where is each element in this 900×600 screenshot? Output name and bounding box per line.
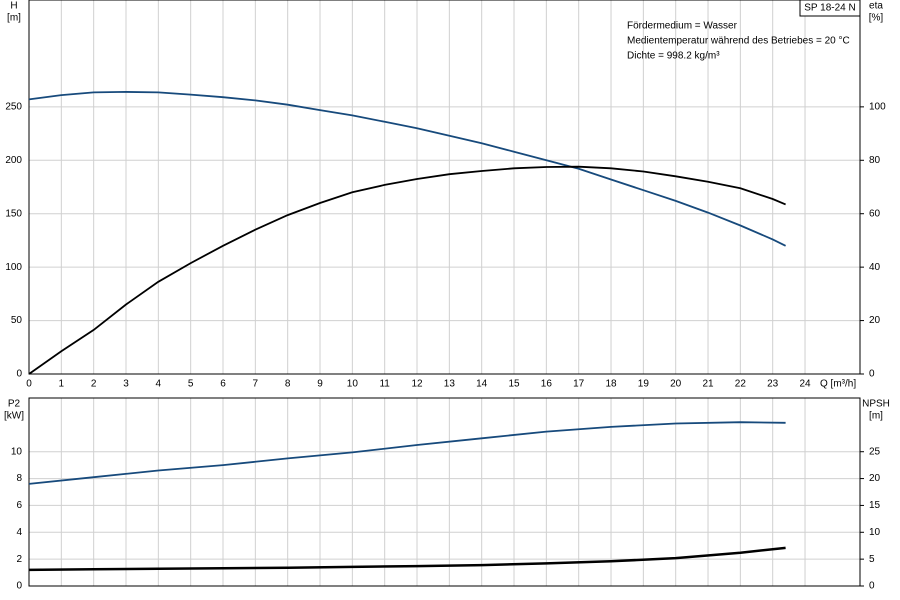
y2-tick-label: 80 [869,155,881,166]
y-axis-label: H [10,1,17,12]
curve [28,546,786,572]
y2-tick-label: 20 [869,315,881,326]
y2-axis-unit: [m] [869,411,883,422]
x-tick-label: 17 [573,379,585,390]
x-tick-label: 0 [26,379,32,390]
x-tick-label: 19 [638,379,650,390]
y-tick-label: 4 [16,527,22,538]
y2-tick-label: 20 [869,473,881,484]
y2-tick-label: 15 [869,500,881,511]
x-tick-label: 21 [702,379,714,390]
x-tick-label: 22 [735,379,747,390]
label-box-text: SP 18-24 N [804,3,856,14]
curve [28,90,786,247]
x-tick-label: 24 [799,379,811,390]
y-axis-unit: [m] [7,13,21,24]
x-tick-label: 4 [156,379,162,390]
label-box [799,0,861,17]
y-tick-label: 250 [5,101,22,112]
annotation: Medientemperatur während des Betriebes =… [627,36,850,47]
x-tick-label: 18 [605,379,617,390]
y-tick-label: 50 [11,315,23,326]
y2-tick-label: 25 [869,446,881,457]
x-tick-label: 2 [91,379,97,390]
x-tick-label: 11 [379,379,390,390]
x-tick-label: 7 [253,379,259,390]
y2-axis-label: eta [869,1,883,12]
y-tick-label: 6 [16,500,22,511]
x-tick-label: 6 [220,379,226,390]
x-tick-label: 23 [767,379,779,390]
x-tick-label: 1 [59,379,65,390]
y-tick-label: 0 [16,581,22,592]
annotation: Fördermedium = Wasser [627,21,738,32]
y-tick-label: 0 [16,369,22,380]
y2-tick-label: 40 [869,262,881,273]
x-tick-label: 3 [123,379,129,390]
y-tick-label: 100 [5,262,22,273]
x-tick-label: 20 [670,379,682,390]
x-tick-label: 16 [541,379,553,390]
y2-tick-label: 0 [869,581,875,592]
x-tick-label: 14 [476,379,488,390]
y2-tick-label: 5 [869,554,875,565]
curve [28,421,786,485]
y-axis-unit: [kW] [4,411,24,422]
y2-axis-unit: [%] [869,13,884,24]
y-tick-label: 150 [5,208,22,219]
x-tick-label: 8 [285,379,291,390]
plot-frame [28,397,861,587]
y-tick-label: 200 [5,155,22,166]
y2-tick-label: 100 [869,101,886,112]
x-tick-label: 15 [508,379,520,390]
x-axis-label: Q [m³/h] [820,379,856,390]
y-tick-label: 2 [16,554,22,565]
x-tick-label: 12 [411,379,423,390]
x-tick-label: 9 [317,379,323,390]
x-tick-label: 5 [188,379,194,390]
y-axis-label: P2 [8,399,21,410]
x-tick-label: 10 [347,379,359,390]
y-tick-label: 10 [11,446,23,457]
y2-tick-label: 10 [869,527,881,538]
annotation: Dichte = 998.2 kg/m³ [627,51,720,62]
y2-tick-label: 60 [869,208,881,219]
y-tick-label: 8 [16,473,22,484]
y2-axis-label: NPSH [862,399,890,410]
x-tick-label: 13 [444,379,456,390]
plot-frame [28,0,861,375]
y2-tick-label: 0 [869,369,875,380]
curve [28,165,786,375]
